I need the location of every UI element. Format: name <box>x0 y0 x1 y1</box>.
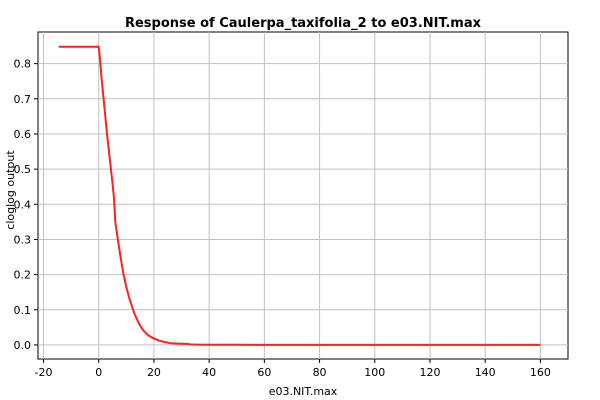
x-tick-label: 120 <box>419 366 440 379</box>
chart-title: Response of Caulerpa_taxifolia_2 to e03.… <box>125 16 482 31</box>
x-tick-label: -20 <box>35 366 53 379</box>
x-tick-label: 60 <box>257 366 271 379</box>
y-tick-label: 0.0 <box>14 339 32 352</box>
plot-area <box>37 31 569 360</box>
y-tick-label: 0.6 <box>14 128 32 141</box>
grid <box>38 32 568 359</box>
x-tick-label: 160 <box>530 366 551 379</box>
y-tick-label: 0.4 <box>14 198 32 211</box>
x-tick-label: 40 <box>202 366 216 379</box>
series-layer <box>58 45 541 346</box>
response-curve <box>58 45 541 346</box>
y-tick-label: 0.5 <box>14 163 32 176</box>
y-tick-label: 0.7 <box>14 93 32 106</box>
x-tick-label: 140 <box>475 366 496 379</box>
y-tick-label: 0.2 <box>14 269 32 282</box>
ticks: -20 0 20 40 60 80 100 120 140 160 0.0 0.1 0.2 0.3 0.4 0… <box>14 58 551 379</box>
y-axis-label: cloglog output <box>4 150 17 230</box>
y-tick-label: 0.3 <box>14 233 32 246</box>
x-tick-label: 0 <box>95 366 102 379</box>
y-tick-label: 0.1 <box>14 304 32 317</box>
x-tick-label: 80 <box>313 366 327 379</box>
x-axis-label: e03.NIT.max <box>269 385 338 398</box>
x-tick-label: 100 <box>364 366 385 379</box>
y-tick-label: 0.8 <box>14 58 32 71</box>
x-tick-label: 20 <box>147 366 161 379</box>
